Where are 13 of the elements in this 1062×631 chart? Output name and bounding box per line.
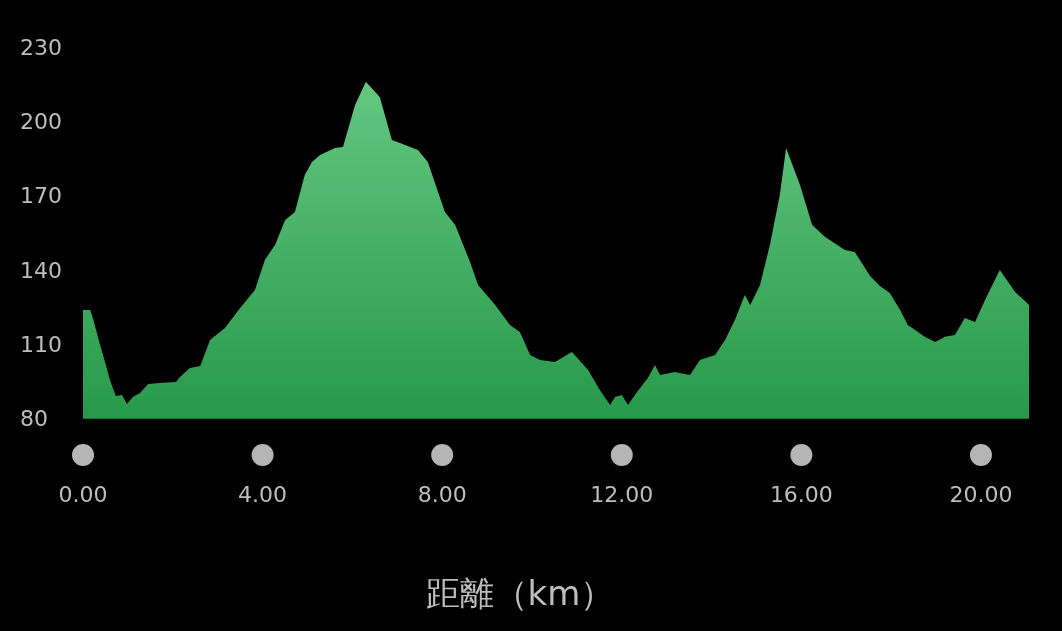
x-tick-label: 4.00 bbox=[238, 482, 288, 507]
x-tick-label: 8.00 bbox=[417, 482, 467, 507]
y-tick-label: 80 bbox=[20, 406, 48, 431]
x-tick-label: 20.00 bbox=[949, 482, 1013, 507]
y-tick-label: 200 bbox=[20, 109, 62, 135]
y-tick-label: 140 bbox=[20, 257, 62, 283]
x-tick-label: 16.00 bbox=[769, 482, 833, 507]
y-tick-label: 230 bbox=[20, 35, 62, 60]
y-tick-label: 110 bbox=[20, 331, 62, 357]
x-axis-title: 距離（km） bbox=[425, 573, 615, 613]
y-tick-label: 170 bbox=[20, 183, 62, 209]
x-tick-label: 12.00 bbox=[590, 482, 654, 507]
x-tick-label: 0.00 bbox=[58, 482, 108, 507]
